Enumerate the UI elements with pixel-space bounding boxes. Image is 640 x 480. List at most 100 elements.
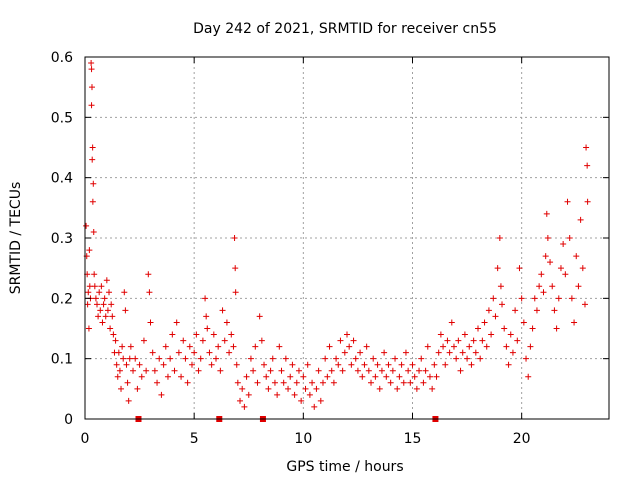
data-points [83, 60, 591, 410]
x-tick-label: 5 [190, 431, 199, 447]
data-point [184, 379, 191, 386]
data-point [109, 313, 116, 320]
data-point [398, 361, 405, 368]
y-tick-label: 0.6 [51, 50, 73, 66]
data-point [121, 289, 128, 296]
data-point [315, 367, 322, 374]
data-point [472, 349, 479, 356]
data-point [346, 343, 353, 350]
data-point [566, 235, 573, 241]
data-point [132, 355, 139, 362]
data-point [383, 373, 390, 380]
data-point [378, 367, 385, 374]
data-point [333, 355, 340, 362]
data-point [490, 295, 497, 302]
data-point [204, 325, 211, 332]
data-point [191, 349, 198, 356]
data-point [88, 66, 95, 73]
data-point [381, 349, 388, 356]
data-point [584, 198, 591, 205]
data-point [564, 198, 571, 205]
data-point [376, 385, 383, 392]
data-point [175, 349, 182, 356]
data-point [130, 367, 137, 374]
data-point [416, 367, 423, 374]
data-point [426, 373, 433, 380]
data-point [579, 265, 586, 272]
data-point [140, 337, 147, 344]
data-point [239, 385, 246, 392]
data-point [326, 343, 333, 350]
data-point [518, 295, 525, 302]
data-point [164, 373, 171, 380]
data-point [413, 385, 420, 392]
data-point [232, 289, 239, 296]
data-point [92, 295, 99, 302]
data-point [555, 295, 562, 302]
data-point [171, 367, 178, 374]
data-point [233, 361, 240, 368]
data-point [317, 397, 324, 404]
data-point [300, 373, 307, 380]
data-point [516, 265, 523, 272]
data-point [280, 379, 287, 386]
data-point [219, 307, 226, 314]
data-point [293, 379, 300, 386]
data-point [108, 301, 115, 308]
data-point [102, 313, 109, 320]
data-point [88, 60, 95, 67]
data-point [477, 355, 484, 362]
data-point [499, 301, 506, 308]
data-point [237, 397, 244, 404]
data-point [553, 325, 560, 332]
data-point [543, 210, 550, 217]
data-point [116, 367, 123, 374]
data-point [206, 349, 213, 356]
data-point [573, 253, 580, 260]
data-point [94, 301, 101, 308]
data-point [330, 379, 337, 386]
data-point [525, 373, 532, 380]
data-point [136, 361, 143, 368]
data-point [405, 367, 412, 374]
data-point [120, 355, 127, 362]
data-point [529, 325, 536, 332]
data-point [501, 325, 508, 332]
data-point [497, 283, 504, 290]
data-point [86, 283, 93, 290]
y-tick-label: 0.4 [51, 171, 73, 187]
y-axis-label: SRMTID / TECUs [8, 182, 24, 295]
data-point [232, 265, 239, 272]
data-point [448, 319, 455, 326]
data-point [450, 343, 457, 350]
data-point [84, 301, 91, 308]
data-point [113, 361, 120, 368]
data-point [276, 343, 283, 350]
data-point [302, 385, 309, 392]
data-point [89, 156, 96, 163]
data-point [90, 180, 97, 187]
data-point [269, 355, 276, 362]
data-point [243, 373, 250, 380]
data-point [178, 373, 185, 380]
data-point [282, 355, 289, 362]
data-point [208, 361, 215, 368]
data-point [440, 343, 447, 350]
data-point [106, 289, 113, 296]
data-point [213, 355, 219, 362]
data-point [195, 367, 202, 374]
data-point [311, 403, 318, 410]
data-point [509, 349, 516, 356]
data-point [560, 241, 567, 248]
data-point [215, 343, 222, 350]
data-point [344, 331, 350, 338]
data-point [278, 367, 285, 374]
data-point [354, 367, 361, 374]
data-point [306, 391, 313, 398]
data-point [389, 367, 396, 374]
data-point [126, 355, 133, 362]
data-point [335, 361, 342, 368]
data-point [261, 361, 268, 368]
data-point [453, 355, 460, 362]
data-point [228, 331, 235, 338]
